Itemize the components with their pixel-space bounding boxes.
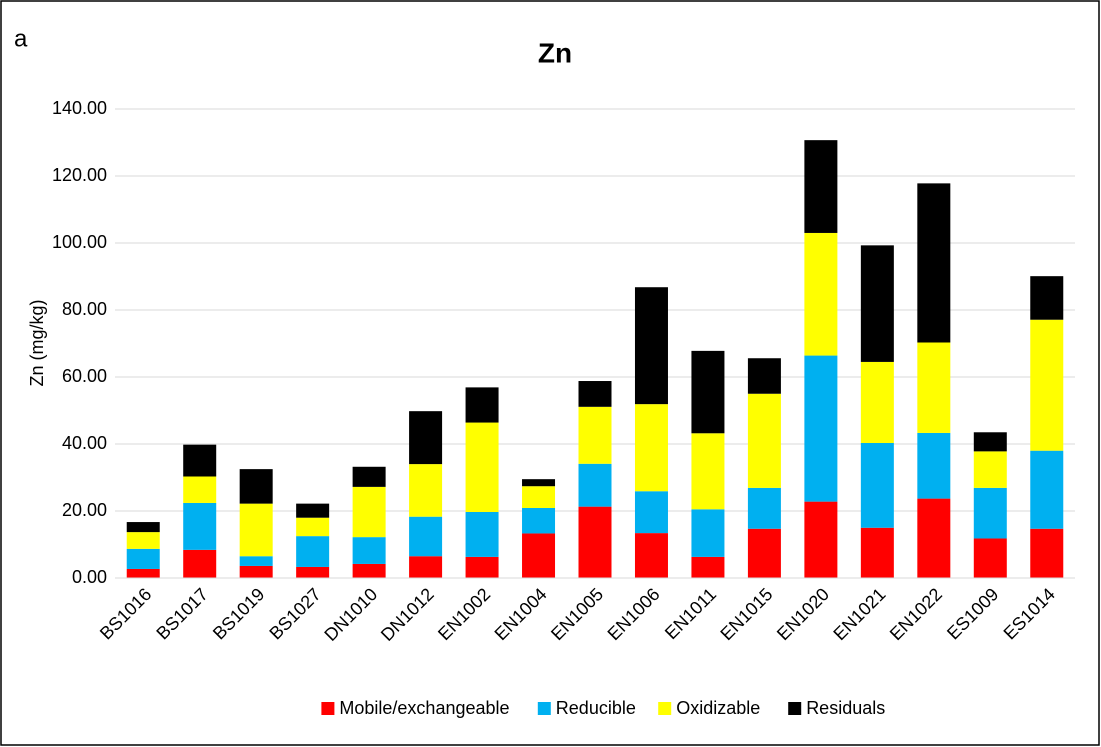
legend-swatch [537,702,551,715]
bar-segment [296,503,330,518]
bar-segment [409,411,443,465]
bar-segment [578,463,612,507]
bar-segment [804,501,838,578]
bar-segment [1030,276,1064,320]
legend-swatch [658,702,672,715]
bar-segment [352,486,386,538]
bar-segment [126,532,160,549]
legend-label: Oxidizable [676,698,760,718]
bar-segment [126,522,160,533]
y-tick-label: 100.00 [52,232,107,252]
bar-segment [183,502,217,550]
bar-segment [860,361,894,443]
bar-segment [860,442,894,528]
bar-segment [973,487,1007,539]
bar-segment [973,451,1007,488]
bar-segment [465,556,499,578]
y-tick-label: 40.00 [62,433,107,453]
bar-segment [409,516,443,557]
bar-segment [860,245,894,362]
bar-segment [747,528,781,578]
legend-label: Residuals [806,698,885,718]
y-tick-label: 60.00 [62,366,107,386]
bar-segment [804,355,838,502]
bar-segment [691,556,725,578]
legend-swatch [321,702,335,715]
y-tick-label: 80.00 [62,299,107,319]
bar-segment [917,432,951,499]
legend-label: Reducible [556,698,636,718]
bar-segment [860,527,894,578]
bar-segment [522,533,556,578]
bar-segment [409,464,443,517]
bar-segment [917,342,951,433]
bar-segment [804,232,838,356]
bar-segment [465,512,499,557]
y-tick-label: 20.00 [62,500,107,520]
bar-segment [973,432,1007,452]
bar-segment [1030,319,1064,451]
bar-segment [352,563,386,578]
bar-segment [1030,528,1064,578]
bar-segment [634,287,668,405]
bar-segment [239,503,273,557]
bar-segment [578,406,612,464]
bar-segment [691,350,725,434]
bar-segment [522,479,556,487]
bar-segment [183,444,217,477]
bar-segment [296,566,330,578]
y-tick-label: 0.00 [72,567,107,587]
bar-segment [747,358,781,394]
bar-segment [1030,450,1064,529]
bar-segment [352,466,386,487]
bar-segment [465,387,499,423]
bar-segment [691,433,725,510]
bar-segment [183,476,217,503]
y-tick-label: 120.00 [52,165,107,185]
panel-label: a [14,25,28,52]
legend-swatch [788,702,802,715]
bar-segment [973,538,1007,578]
legend-label: Mobile/exchangeable [339,698,509,718]
bar-segment [239,556,273,566]
bar-segment [409,556,443,578]
y-axis-label: Zn (mg/kg) [27,299,47,386]
bar-segment [917,183,951,343]
bar-segment [465,422,499,513]
bar-segment [634,404,668,492]
bar-segment [917,498,951,578]
chart-title: Zn [538,37,572,68]
bar-segment [239,565,273,578]
bar-segment [126,548,160,569]
bar-segment [126,568,160,578]
bar-segment [691,509,725,557]
bar-segment [578,381,612,407]
bar-segment [747,393,781,488]
bar-segment [804,140,838,233]
bar-segment [296,517,330,537]
bar-segment [634,491,668,534]
bar-segment [522,507,556,534]
bar-segment [352,537,386,564]
bar-segment [634,533,668,578]
y-tick-label: 140.00 [52,98,107,118]
bar-segment [239,469,273,504]
bar-segment [747,487,781,529]
bar-segment [522,486,556,508]
bar-segment [296,536,330,567]
bar-segment [183,549,217,578]
bar-segment [578,506,612,578]
